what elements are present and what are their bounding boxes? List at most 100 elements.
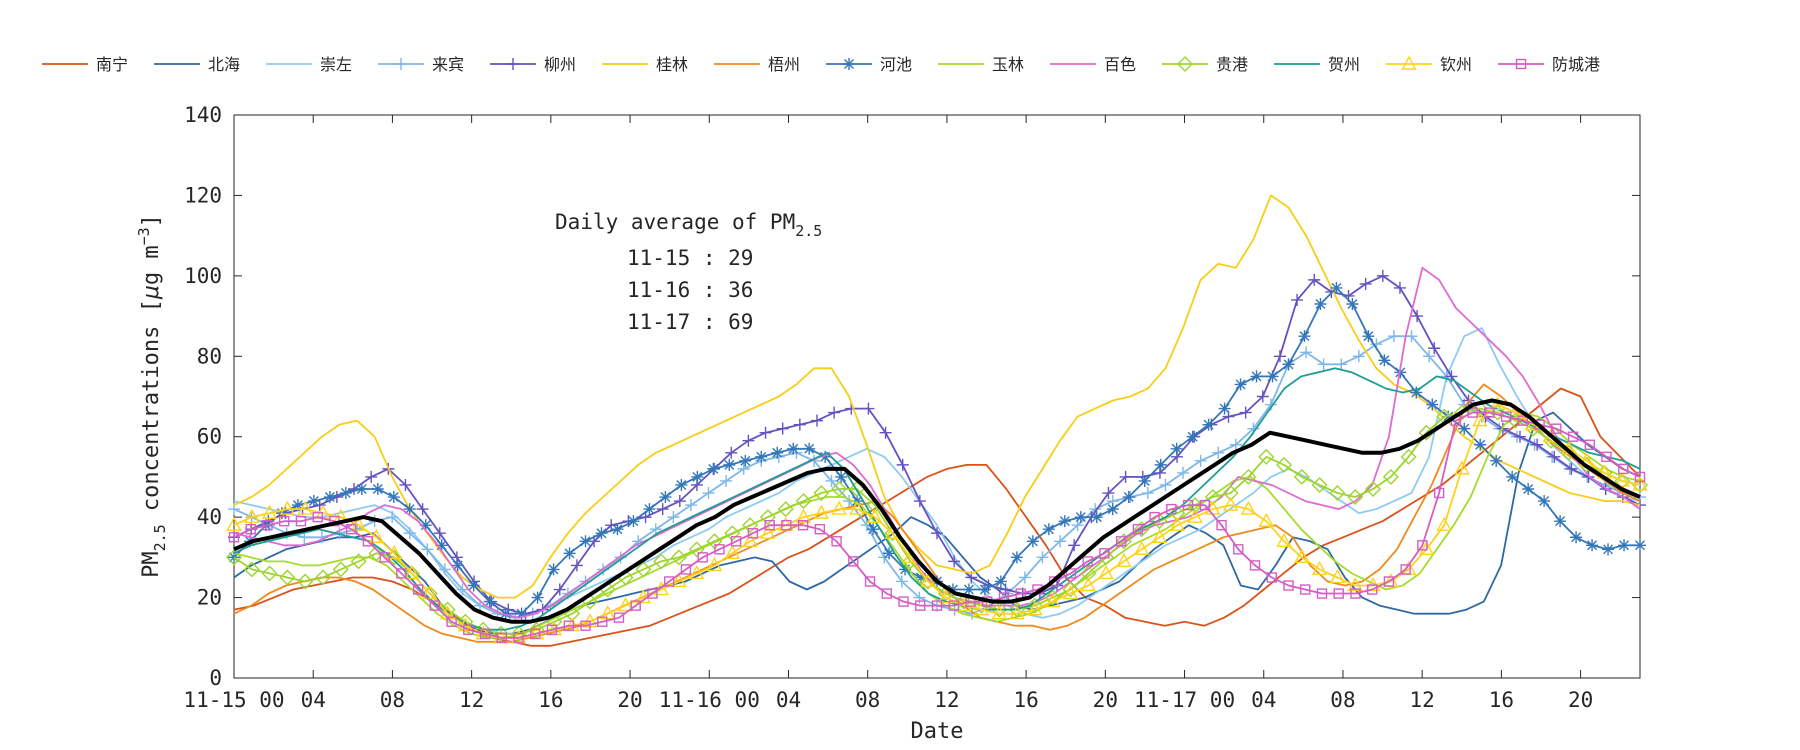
data-point <box>1601 451 1612 463</box>
data-point <box>1058 515 1071 528</box>
data-point <box>689 564 705 580</box>
data-point <box>1517 415 1529 426</box>
data-point <box>649 523 662 536</box>
data-point <box>228 532 240 543</box>
data-point <box>279 569 296 586</box>
legend-label: 北海 <box>208 55 240 74</box>
x-tick-label: 16 <box>538 688 563 712</box>
data-point <box>764 519 775 531</box>
data-point <box>1458 422 1471 435</box>
data-point <box>697 552 708 563</box>
data-point <box>1489 404 1506 421</box>
data-point <box>1329 568 1346 584</box>
data-point <box>742 532 758 547</box>
x-tick-label: 16 <box>1013 688 1038 712</box>
data-point <box>1618 463 1629 475</box>
data-point <box>1062 585 1079 600</box>
data-point <box>279 515 290 527</box>
data-point <box>1258 512 1274 527</box>
series-line <box>233 411 1641 639</box>
data-point <box>1534 419 1545 430</box>
data-point <box>866 497 883 514</box>
data-point <box>1138 474 1151 487</box>
legend-entry: 来宾 <box>378 55 464 74</box>
data-point <box>1366 584 1378 595</box>
data-point <box>1554 515 1567 528</box>
data-point <box>312 511 323 523</box>
series-13 <box>228 407 1646 643</box>
data-point <box>1522 482 1535 495</box>
data-point <box>673 495 686 508</box>
data-point <box>422 585 438 600</box>
data-point <box>724 544 741 560</box>
data-point <box>295 515 307 527</box>
x-tick-label: 04 <box>776 688 801 712</box>
data-point <box>1405 330 1418 343</box>
series-2 <box>233 327 1641 619</box>
data-point <box>1513 430 1526 443</box>
legend-entry: 崇左 <box>266 55 352 74</box>
legend-entry: 梧州 <box>714 55 800 74</box>
data-point <box>831 536 842 547</box>
data-point <box>419 519 432 532</box>
data-point <box>819 450 832 463</box>
data-point <box>387 491 400 504</box>
data-point <box>795 508 812 523</box>
data-point <box>1036 551 1049 564</box>
data-point <box>1490 454 1503 467</box>
data-point <box>1411 310 1424 323</box>
legend-entry: 南宁 <box>42 55 128 74</box>
data-point <box>244 508 260 523</box>
data-point <box>547 563 560 576</box>
data-point <box>1154 458 1167 471</box>
data-point <box>1222 485 1239 502</box>
data-point <box>386 511 399 524</box>
data-point <box>1042 523 1055 536</box>
data-point <box>492 625 509 642</box>
data-point <box>898 596 909 607</box>
x-tick-label: 20 <box>617 688 642 712</box>
data-point <box>1565 462 1578 475</box>
data-point <box>720 474 733 487</box>
data-point <box>883 547 896 560</box>
data-point <box>848 481 865 497</box>
data-point <box>1410 386 1423 399</box>
data-point <box>1294 548 1310 564</box>
data-point <box>1433 487 1445 499</box>
legend-entry: 北海 <box>154 55 240 74</box>
x-axis: 11-15 00 04 08 12 16 20 11-16 00 04 08 12 16 20 11-1… <box>183 115 1593 712</box>
data-point <box>1330 281 1343 294</box>
data-point <box>245 524 256 535</box>
data-point <box>1400 448 1417 465</box>
data-point <box>1122 491 1135 504</box>
data-point <box>991 601 1008 618</box>
data-point <box>421 543 434 556</box>
data-point <box>1632 476 1648 493</box>
data-point <box>867 508 883 523</box>
data-point <box>1273 350 1286 363</box>
data-point <box>675 478 688 491</box>
data-point <box>262 519 273 531</box>
data-point <box>1567 431 1579 442</box>
series-4 <box>228 269 1646 620</box>
data-point <box>813 485 830 502</box>
data-point <box>1102 487 1115 500</box>
legend-entry: 防城港 <box>1498 55 1600 74</box>
data-point <box>714 544 725 555</box>
data-point <box>1194 454 1207 467</box>
data-point <box>759 426 772 439</box>
data-point <box>1329 485 1346 502</box>
data-point <box>499 607 512 620</box>
data-point <box>1186 430 1199 443</box>
data-point <box>332 561 349 578</box>
data-point <box>1484 407 1495 418</box>
y-tick-label: 100 <box>184 264 222 288</box>
data-point <box>1116 552 1132 568</box>
data-point <box>1090 511 1103 524</box>
data-point <box>1283 580 1294 591</box>
data-point <box>1240 500 1257 515</box>
data-point <box>412 584 424 595</box>
data-point <box>463 624 474 635</box>
data-point <box>1098 564 1114 580</box>
data-point <box>1216 519 1227 531</box>
